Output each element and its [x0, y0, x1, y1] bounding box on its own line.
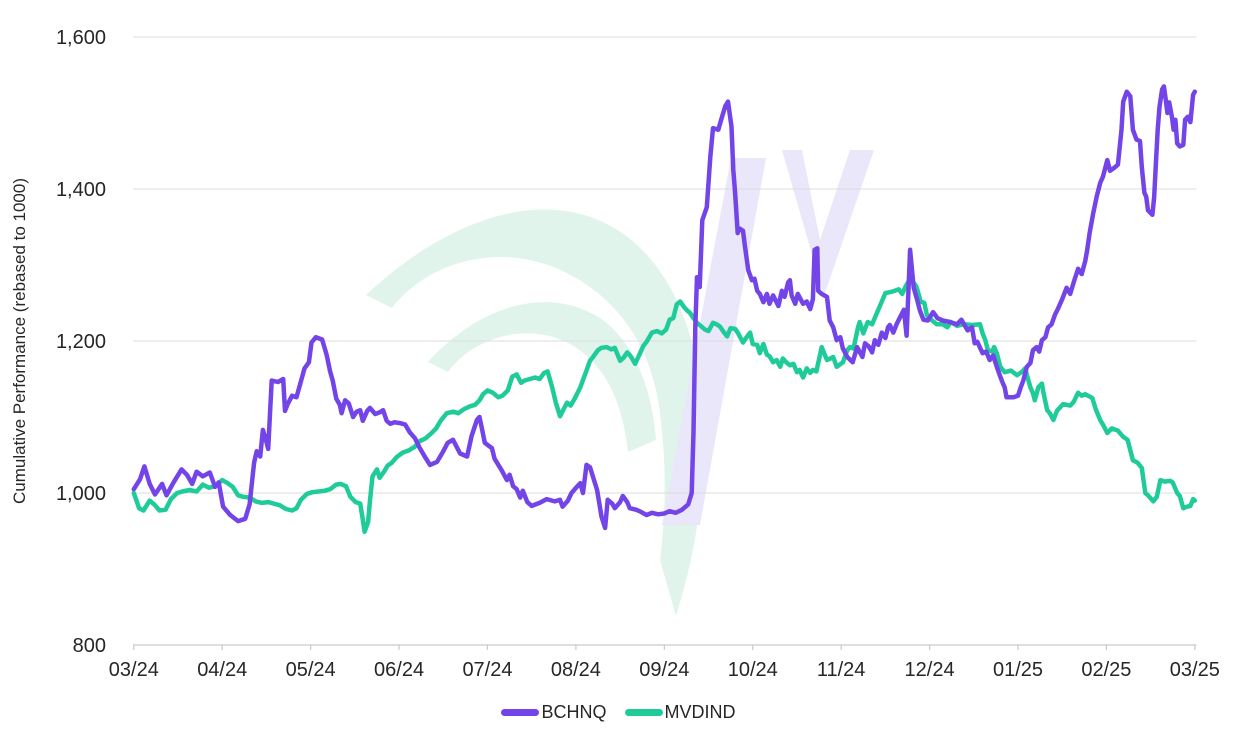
y-tick-label: 1,600 — [56, 27, 106, 49]
series-line-bchnq — [131, 84, 1198, 531]
y-tick-label: 1,200 — [56, 331, 106, 353]
y-tick-label: 800 — [73, 635, 106, 657]
x-tick-label: 01/25 — [993, 659, 1043, 681]
x-axis — [133, 644, 1197, 650]
mvdind-legend-label: MVDIND — [664, 702, 736, 722]
x-tick-label: 02/25 — [1081, 659, 1131, 681]
data-series — [131, 84, 1198, 535]
chart-legend: BCHNQ MVDIND — [0, 702, 1237, 723]
x-tick-label: 12/24 — [905, 659, 955, 681]
x-tick-label: 03/25 — [1170, 659, 1220, 681]
y-tick-label: 1,000 — [56, 483, 106, 505]
x-tick-label: 05/24 — [286, 659, 336, 681]
y-tick-label: 1,400 — [56, 179, 106, 201]
x-tick-label: 03/24 — [109, 659, 159, 681]
watermark-logo — [366, 150, 874, 616]
x-tick-label: 06/24 — [374, 659, 424, 681]
watermark-purple-check — [782, 150, 874, 296]
x-tick-label: 09/24 — [639, 659, 689, 681]
x-tick-label: 08/24 — [551, 659, 601, 681]
x-tick-label: 10/24 — [728, 659, 778, 681]
y-axis-title: Cumulative Performance (rebased to 1000) — [10, 178, 29, 504]
axis-labels: 03/24 04/24 05/24 06/24 07/24 08/24 09/24 10/24… — [56, 27, 1220, 681]
bchnq-legend-label: BCHNQ — [541, 702, 607, 722]
mvdind-line-swatch — [624, 709, 663, 716]
x-tick-label: 04/24 — [197, 659, 247, 681]
series-line-mvdind — [131, 277, 1198, 535]
legend-item-mvdind: MVDIND — [624, 702, 736, 723]
bchnq-line-swatch — [501, 709, 540, 716]
watermark-green-inner-band — [428, 302, 656, 452]
watermark-green-swoosh — [366, 209, 704, 616]
x-tick-label: 07/24 — [462, 659, 512, 681]
legend-item-bchnq: BCHNQ — [501, 702, 607, 723]
x-tick-label: 11/24 — [817, 659, 866, 681]
